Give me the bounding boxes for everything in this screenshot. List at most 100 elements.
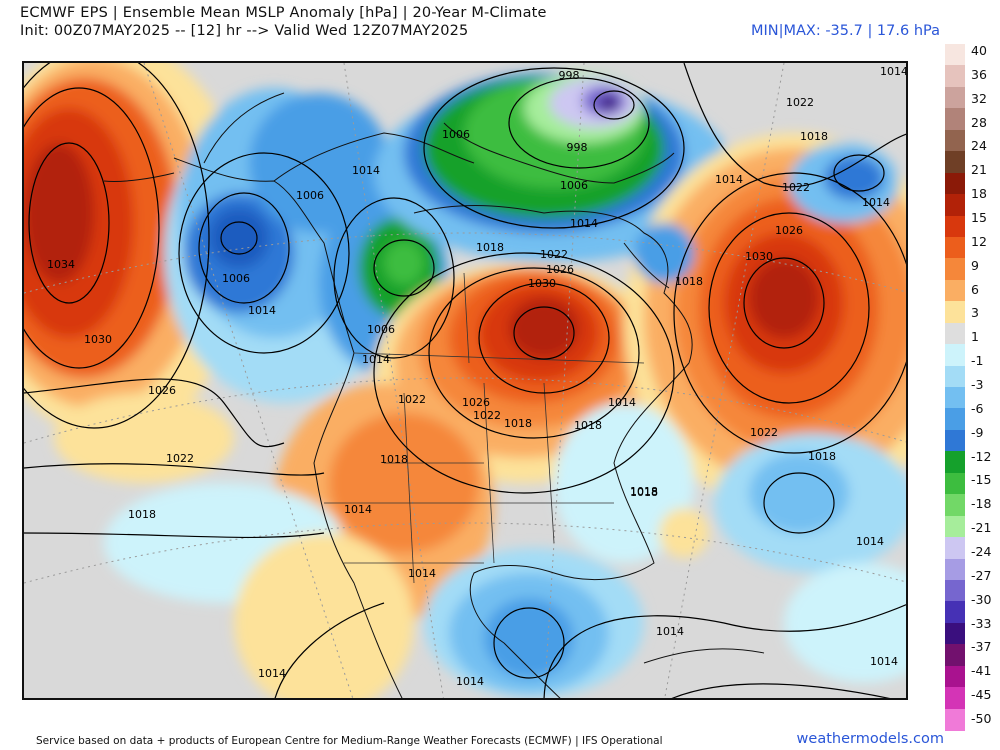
legend-tick-label: -9 [971, 424, 984, 440]
legend-swatch [945, 494, 965, 517]
isobar-label: 1022 [782, 181, 810, 194]
legend-swatch [945, 644, 965, 667]
isobar-label: 1006 [296, 189, 324, 202]
isobar-label: 1014 [608, 396, 636, 409]
isobar-label: 1030 [745, 250, 773, 263]
isobar-label: 1014 [344, 503, 372, 516]
map-canvas: 1014102210181014102210141026103099899810… [24, 63, 906, 698]
legend-swatch [945, 215, 965, 238]
legend-tick-label: -37 [971, 639, 992, 655]
legend-swatch [945, 301, 965, 324]
isobar-label: 1014 [456, 675, 484, 688]
isobar-label: 1018 [380, 453, 408, 466]
isobar-label: 1006 [560, 179, 588, 192]
isobar-labels: 1014102210181014102210141026103099899810… [47, 65, 906, 688]
legend-swatch [945, 451, 965, 474]
isobar-label: 1006 [222, 272, 250, 285]
isobar-label: 1034 [47, 258, 75, 271]
legend-tick-label: -30 [971, 591, 992, 607]
legend-tick-label: 21 [971, 162, 987, 178]
legend-swatch [945, 472, 965, 495]
legend-swatch [945, 236, 965, 259]
legend-tick-label: -3 [971, 377, 984, 392]
legend-tick-label: 28 [971, 114, 987, 130]
borders [324, 272, 645, 584]
isobar-label: 998 [567, 141, 588, 154]
legend-swatch [945, 579, 965, 602]
isobar-label: 1018 [128, 508, 156, 521]
legend-swatch [945, 387, 965, 410]
isobar-label: 1018 [808, 450, 836, 463]
min-max-readout: MIN|MAX: -35.7 | 17.6 hPa [750, 23, 940, 39]
legend-swatch [945, 279, 965, 302]
legend-tick-label: 1 [971, 329, 979, 345]
isobars [24, 63, 906, 698]
isobar-label: 1026 [775, 224, 803, 237]
legend-tick-label: 6 [971, 281, 979, 297]
legend-swatch [945, 172, 965, 195]
isobar-label: 1014 [258, 667, 286, 680]
legend-tick-label: 3 [971, 305, 979, 321]
legend-swatch [945, 344, 965, 367]
isobar-label: 1026 [148, 384, 176, 397]
isobar-label: 1030 [84, 333, 112, 346]
legend-swatch [945, 687, 965, 710]
legend-swatch [945, 194, 965, 217]
isobar-label: 998 [559, 69, 580, 82]
legend-tick-label: 9 [971, 257, 979, 273]
isobar-label: 1014 [870, 655, 898, 668]
legend-tick-label: -18 [971, 496, 992, 512]
isobar-label: 1022 [786, 96, 814, 109]
legend-swatch [945, 622, 965, 645]
legend-swatch [945, 537, 965, 560]
legend-tick-label: 32 [971, 90, 987, 106]
isobar-label: 1014 [248, 304, 276, 317]
legend-swatch [945, 708, 965, 731]
legend-tick-label: 18 [971, 186, 987, 202]
isobar-label: 1014 [856, 535, 884, 548]
init-valid-line: Init: 00Z07MAY2025 -- [12] hr --> Valid … [20, 23, 469, 39]
isobar-label: 1022 [398, 393, 426, 406]
graticule [24, 63, 906, 698]
isobar-label: 1018 [504, 417, 532, 430]
legend-tick-label: 15 [971, 210, 987, 225]
legend-tick-label: -21 [971, 520, 992, 536]
legend-tick-label: 36 [971, 66, 987, 82]
legend-swatch [945, 65, 965, 88]
legend-swatch [945, 515, 965, 538]
isobar-label: 1022 [473, 409, 501, 422]
legend-swatch [945, 665, 965, 688]
isobar-label: 1026 [546, 263, 574, 276]
isobar-label: 1022 [540, 248, 568, 261]
legend-swatch [945, 601, 965, 624]
legend-swatch [945, 151, 965, 174]
legend-tick-label: -12 [971, 448, 992, 464]
legend-tick-label: -1 [971, 353, 984, 369]
isobar-label: 1014 [862, 196, 890, 209]
legend-tick-label: -6 [971, 400, 984, 416]
chart-title: ECMWF EPS | Ensemble Mean MSLP Anomaly [… [20, 5, 547, 21]
brand-link[interactable]: weathermodels.com [796, 731, 944, 747]
isobar-label: 1018 [675, 275, 703, 288]
isobar-label: 1030 [528, 277, 556, 290]
data-credit: Service based on data + products of Euro… [36, 735, 663, 747]
legend-tick-label: -33 [971, 615, 992, 631]
isobar-label: 1018 [630, 485, 658, 498]
isobar-label: 1006 [367, 323, 395, 336]
legend-swatch [945, 558, 965, 581]
legend-tick-label: -45 [971, 687, 992, 703]
legend-tick-label: 12 [971, 233, 987, 249]
isobar-label: 1018 [800, 130, 828, 143]
legend-swatch [945, 86, 965, 109]
isobar-label: 1022 [166, 452, 194, 465]
legend-tick-label: -50 [971, 711, 992, 726]
legend-tick-label: 24 [971, 138, 987, 154]
legend-swatch [945, 322, 965, 345]
color-scale [945, 44, 965, 731]
legend-tick-label: -27 [971, 567, 992, 583]
isobar-label: 1014 [362, 353, 390, 366]
legend-tick-label: -41 [971, 663, 992, 679]
isobar-label: 1014 [408, 567, 436, 580]
isobar-label: 1014 [656, 625, 684, 638]
isobar-label: 1026 [462, 396, 490, 409]
